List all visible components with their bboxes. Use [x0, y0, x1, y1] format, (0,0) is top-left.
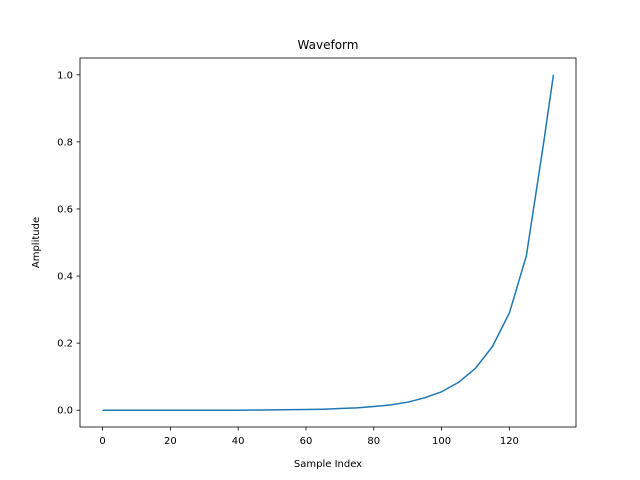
y-tick-label: 0.4: [57, 272, 73, 283]
plot-frame: [79, 57, 577, 428]
y-axis-label: Amplitude: [31, 217, 42, 268]
y-axis-ticks: 0.0 0.2 0.4 0.6 0.8 1.0: [57, 70, 80, 417]
x-tick-label: 120: [500, 436, 519, 447]
y-tick-label: 1.0: [57, 70, 73, 81]
x-tick-label: 60: [300, 436, 313, 447]
plot-area: [102, 74, 555, 411]
x-tick-label: 80: [367, 436, 380, 447]
x-axis-label: Sample Index: [294, 459, 362, 470]
x-tick-label: 40: [232, 436, 245, 447]
x-tick-label: 0: [99, 436, 105, 447]
y-tick-label: 0.6: [57, 204, 73, 215]
series-line-0: [102, 74, 555, 411]
x-tick-label: 20: [164, 436, 177, 447]
y-tick-label: 0.0: [57, 406, 73, 417]
y-tick-label: 0.2: [57, 339, 73, 350]
y-tick-label: 0.8: [57, 137, 73, 148]
x-tick-label: 100: [432, 436, 451, 447]
x-axis-ticks: 0 20 40 60 80 100 120: [99, 427, 519, 447]
chart-title: Waveform: [298, 38, 359, 52]
